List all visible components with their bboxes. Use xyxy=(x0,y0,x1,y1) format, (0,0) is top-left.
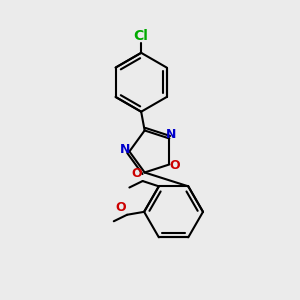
Text: N: N xyxy=(120,142,130,156)
Text: N: N xyxy=(166,128,176,142)
Text: O: O xyxy=(131,167,142,180)
Text: Cl: Cl xyxy=(134,28,148,43)
Text: O: O xyxy=(169,159,180,172)
Text: O: O xyxy=(116,201,126,214)
